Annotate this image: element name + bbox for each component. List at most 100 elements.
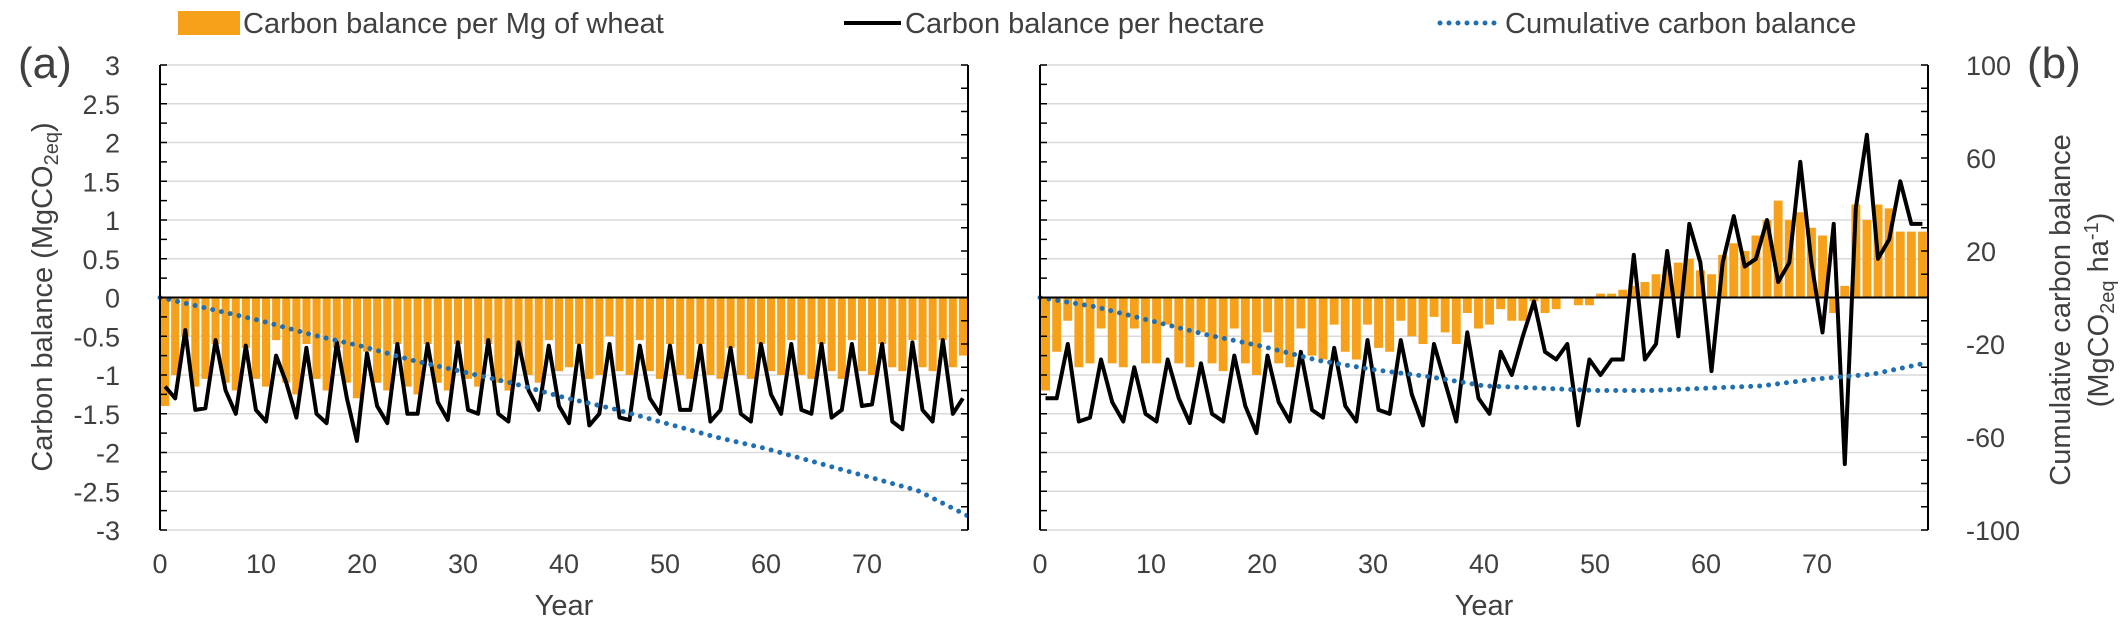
bar: [595, 297, 604, 375]
bar: [615, 297, 624, 372]
bar: [494, 297, 503, 383]
right-tick-label: -20: [1966, 330, 2005, 360]
bar: [191, 297, 200, 387]
bar: [1596, 293, 1605, 298]
bar: [1829, 297, 1839, 313]
bar: [716, 297, 725, 379]
bar: [898, 297, 907, 372]
bar: [363, 297, 372, 352]
bar: [1429, 297, 1439, 317]
bar: [1196, 297, 1206, 333]
x-axis-title: Year: [1455, 590, 1514, 622]
bar: [1662, 266, 1672, 298]
left-tick-label: -1: [96, 361, 120, 391]
legend: Carbon balance per Mg of wheat Carbon bal…: [178, 8, 1856, 40]
bar: [544, 297, 553, 341]
bar: [514, 297, 523, 352]
bar: [403, 297, 412, 387]
left-tick-label: 0.5: [82, 245, 120, 275]
bar: [696, 297, 705, 344]
left-tick-label: -3: [96, 516, 120, 546]
bar: [1218, 297, 1228, 372]
right-axis-title-line2: (MgCO2eq ha-1): [2081, 213, 2119, 408]
left-tick-label: -2.5: [73, 477, 120, 507]
bar: [1351, 297, 1361, 360]
bar: [565, 297, 574, 368]
bar: [1640, 282, 1650, 298]
bar: [393, 297, 402, 344]
bar: [746, 297, 755, 379]
bar: [1418, 297, 1428, 344]
series-line-cumulative: [157, 295, 971, 519]
bar: [666, 297, 675, 344]
bar: [443, 297, 452, 391]
bar: [857, 297, 866, 372]
bar: [1385, 297, 1395, 352]
bar: [1340, 297, 1350, 352]
bar: [807, 297, 816, 379]
bar: [827, 297, 836, 372]
bar: [1451, 297, 1461, 344]
x-tick-label: 50: [650, 549, 680, 579]
bar: [756, 297, 765, 344]
bar: [171, 297, 180, 375]
bar: [1329, 297, 1339, 325]
bar: [262, 297, 271, 387]
bar: [847, 297, 856, 341]
bar: [241, 297, 250, 348]
bar: [352, 297, 361, 399]
panel-b: 100 60 20 -20 -60 -100 0 10 20 30 40 50 60 70 Year (b): [1032, 39, 2080, 622]
bar: [1318, 297, 1328, 360]
left-tick-label: 3: [105, 51, 120, 81]
bar: [1141, 297, 1150, 364]
bar: [1118, 297, 1128, 368]
bar: [1895, 231, 1905, 298]
bar: [958, 297, 967, 356]
bar: [1773, 200, 1783, 298]
bar: [1684, 258, 1694, 298]
bar: [1474, 297, 1483, 329]
bar: [282, 297, 291, 383]
bar: [1363, 297, 1372, 325]
bar: [1207, 297, 1217, 364]
x-tick-label: 10: [1136, 549, 1166, 579]
bar: [1740, 251, 1750, 298]
bar: [1485, 297, 1494, 325]
bar: [211, 297, 220, 344]
bar: [1884, 208, 1894, 298]
left-tick-label: 1.5: [82, 167, 120, 197]
left-tick-label: -2: [96, 439, 120, 469]
legend-swatch-bars: [178, 11, 240, 35]
right-axis-title-line1: Cumulative carbon balance: [2045, 134, 2077, 485]
bar: [918, 297, 927, 368]
bar: [1651, 274, 1661, 298]
left-tick-label: 2.5: [82, 90, 120, 120]
x-tick-label: 30: [448, 549, 478, 579]
bar: [1229, 297, 1239, 329]
bar: [1163, 297, 1173, 325]
bar: [1052, 297, 1062, 352]
bar: [1862, 220, 1872, 298]
bar: [1152, 297, 1161, 364]
bar: [342, 297, 351, 383]
bar: [1285, 297, 1295, 368]
bar: [534, 297, 543, 383]
bar: [1096, 297, 1106, 329]
bar: [1551, 297, 1561, 310]
bar: [1041, 297, 1050, 391]
x-tick-label: 60: [1691, 549, 1721, 579]
bar: [1074, 297, 1084, 368]
bar: [1496, 297, 1506, 310]
bar: [676, 297, 685, 375]
series-line-per-hectare: [1045, 132, 1923, 467]
bar: [686, 297, 695, 379]
bar: [1396, 297, 1406, 321]
left-axis-title: Carbon balance (MgCO2eq): [27, 122, 63, 471]
bar: [221, 297, 230, 383]
x-tick-label: 20: [347, 549, 377, 579]
series-line-cumulative: [1037, 295, 1931, 393]
bar: [373, 297, 382, 383]
legend-label: Carbon balance per hectare: [905, 8, 1265, 40]
x-axis-title: Year: [535, 590, 594, 622]
panel-label: (a): [18, 39, 72, 88]
